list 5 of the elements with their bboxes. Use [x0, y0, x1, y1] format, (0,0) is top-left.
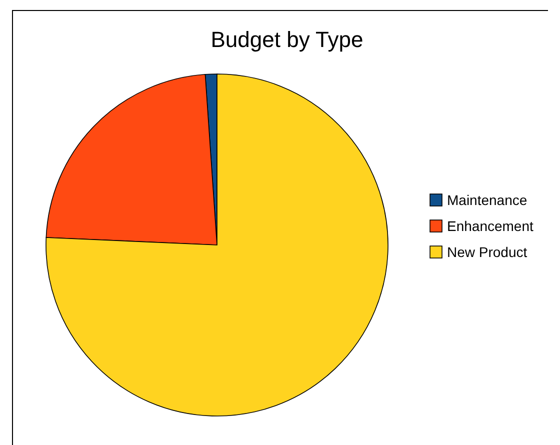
- legend-label: Enhancement: [447, 218, 534, 234]
- legend-label: Maintenance: [447, 192, 528, 208]
- chart-title: Budget by Type: [210, 27, 364, 52]
- legend-label: New Product: [447, 244, 528, 260]
- pie-slice: [46, 74, 388, 416]
